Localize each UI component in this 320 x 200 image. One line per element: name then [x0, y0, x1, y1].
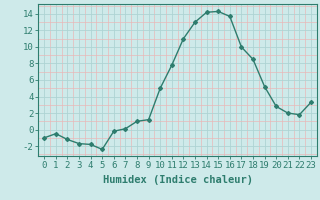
X-axis label: Humidex (Indice chaleur): Humidex (Indice chaleur) — [103, 175, 252, 185]
